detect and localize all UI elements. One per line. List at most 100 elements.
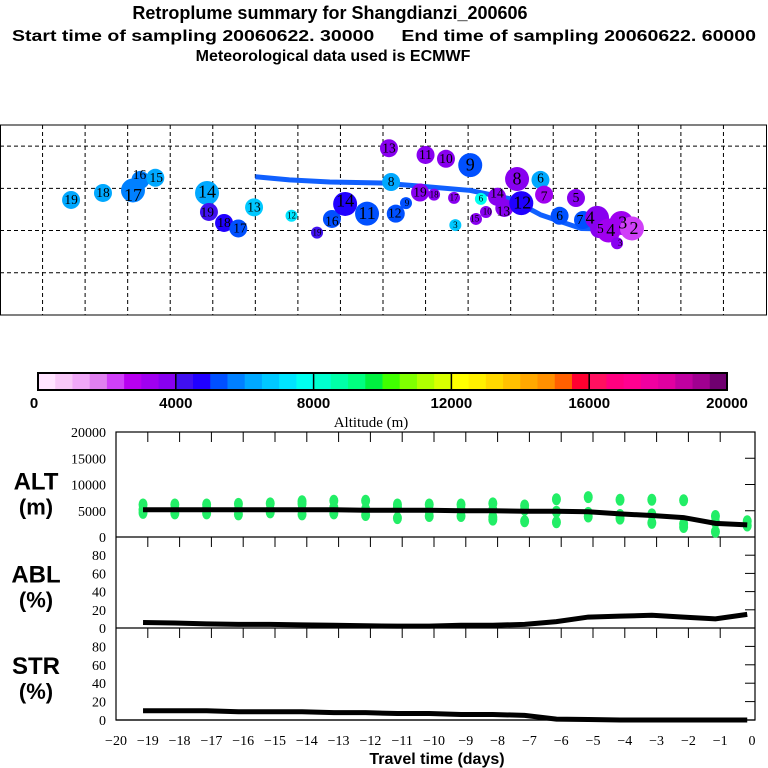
- alt-y-tick-label: 15000: [71, 452, 106, 467]
- x-tick-label: −4: [617, 734, 632, 749]
- colorbar-swatch: [227, 373, 246, 390]
- plume-cluster-day-label: 12: [287, 210, 296, 220]
- plume-cluster-day-label: 12: [513, 193, 531, 213]
- plume-cluster-markers: [62, 139, 644, 250]
- alt-particle-point: [583, 491, 593, 504]
- abl-panel-unit: (%): [19, 588, 53, 613]
- plume-cluster-marker: [436, 149, 455, 168]
- plume-cluster-day-label: 13: [382, 140, 396, 155]
- plume-cluster-day-label: 10: [439, 151, 453, 166]
- plume-cluster-marker: [619, 216, 644, 241]
- plume-cluster-day-label: 6: [479, 194, 484, 204]
- colorbar-title: Altitude (m): [334, 415, 409, 431]
- plume-cluster-marker: [509, 191, 534, 216]
- plume-cluster-marker: [566, 189, 585, 208]
- colorbar-swatch: [537, 373, 556, 390]
- plume-cluster-day-label: 15: [150, 170, 164, 185]
- plume-cluster-marker: [611, 237, 624, 250]
- x-tick-label: −16: [232, 734, 254, 749]
- alt-particle-point: [424, 510, 434, 522]
- alt-particle-point: [551, 493, 561, 506]
- plume-cluster-day-label: 9: [466, 155, 475, 175]
- colorbar-tick-label: 4000: [159, 395, 192, 412]
- plume-cluster-marker: [93, 183, 112, 202]
- colorbar-swatch: [193, 373, 211, 390]
- plume-cluster-day-label: 8: [513, 168, 522, 188]
- plume-cluster-marker: [311, 226, 324, 239]
- colorbar-swatch: [55, 373, 73, 390]
- colorbar-swatch: [89, 373, 108, 390]
- plume-cluster-day-label: 17: [124, 185, 142, 205]
- x-axis-title: Travel time (days): [369, 751, 504, 768]
- plume-cluster-day-label: 3: [618, 238, 623, 248]
- plume-cluster-marker: [416, 145, 435, 164]
- plume-cluster-day-label: 8: [388, 174, 395, 189]
- plume-cluster-marker: [333, 191, 358, 216]
- abl-y-tick-label: 80: [92, 549, 106, 564]
- met-data-line: Meteorological data used is ECMWF: [196, 48, 471, 65]
- plume-cluster-marker: [535, 185, 554, 204]
- colorbar-swatch: [451, 373, 470, 390]
- alt-series-line: [143, 507, 748, 528]
- plume-cluster-marker: [495, 198, 514, 217]
- plume-cluster-day-label: 12: [388, 206, 402, 221]
- plume-cluster-day-label: 11: [419, 147, 432, 162]
- colorbar-swatch: [175, 373, 194, 390]
- plume-cluster-marker: [229, 219, 248, 238]
- plume-cluster-marker: [322, 209, 341, 228]
- plume-cluster-marker: [195, 180, 220, 205]
- plume-cluster-marker: [199, 202, 218, 221]
- alt-y-tick-label: 0: [99, 531, 106, 546]
- plume-cluster-marker: [458, 153, 483, 178]
- colorbar-swatch: [279, 373, 297, 390]
- x-tick-label: −2: [681, 734, 696, 749]
- plume-cluster-day-label: 6: [556, 208, 563, 223]
- alt-panel-unit: (m): [19, 495, 53, 520]
- str-panel-label: STR: [12, 653, 60, 680]
- plume-cluster-day-label: 2: [629, 218, 638, 238]
- colorbar-swatch: [606, 373, 625, 390]
- plume-cluster-marker: [215, 213, 234, 232]
- plume-cluster-day-label: 19: [64, 192, 78, 207]
- colorbar-tick-label: 8000: [297, 395, 330, 412]
- str-y-tick-label: 80: [92, 640, 106, 655]
- colorbar-swatch: [399, 373, 418, 390]
- x-tick-label: −11: [392, 734, 413, 749]
- abl-series-line: [142, 611, 748, 629]
- colorbar-swatch: [468, 373, 487, 390]
- alt-panel-label: ALT: [14, 469, 59, 496]
- plume-cluster-day-label: 14: [336, 191, 354, 211]
- colorbar-swatch: [416, 373, 435, 390]
- colorbar-swatch: [571, 373, 590, 390]
- colorbar-swatch: [623, 373, 642, 390]
- plume-cluster-day-label: 18: [217, 215, 231, 230]
- plume-cluster-day-label: 19: [313, 227, 323, 237]
- plume-cluster-marker: [474, 192, 487, 205]
- figure-title: Retroplume summary for Shangdianzi_20060…: [132, 3, 527, 23]
- x-tick-label: −13: [328, 734, 350, 749]
- plume-cluster-marker: [505, 167, 530, 192]
- str-panel-unit: (%): [19, 679, 53, 704]
- str-y-tick-label: 40: [92, 677, 106, 692]
- colorbar-swatch: [348, 373, 366, 390]
- colorbar-swatch: [520, 373, 539, 390]
- colorbar-swatch: [38, 373, 56, 390]
- sampling-times: Start time of sampling 20060622. 30000 E…: [12, 28, 756, 45]
- alt-particle-point: [361, 494, 371, 507]
- plume-cluster-day-label: 6: [537, 170, 544, 185]
- alt-y-tick-label: 10000: [71, 479, 106, 494]
- colorbar-swatch: [485, 373, 504, 390]
- plume-cluster-marker: [379, 139, 398, 158]
- plume-cluster-day-label: 10: [483, 207, 493, 217]
- x-tick-label: −3: [649, 734, 664, 749]
- colorbar-swatch: [709, 373, 728, 390]
- x-tick-label: −7: [522, 734, 537, 749]
- plume-cluster-day-label: 11: [358, 203, 375, 223]
- x-tick-label: −8: [490, 734, 505, 749]
- colorbar-swatch: [158, 373, 177, 390]
- plume-cluster-day-label: 4: [606, 220, 615, 240]
- x-tick-label: −1: [713, 734, 728, 749]
- plume-cluster-marker: [399, 197, 412, 210]
- plume-cluster-day-label: 4: [586, 207, 595, 227]
- colorbar-tick-label: 12000: [431, 395, 473, 412]
